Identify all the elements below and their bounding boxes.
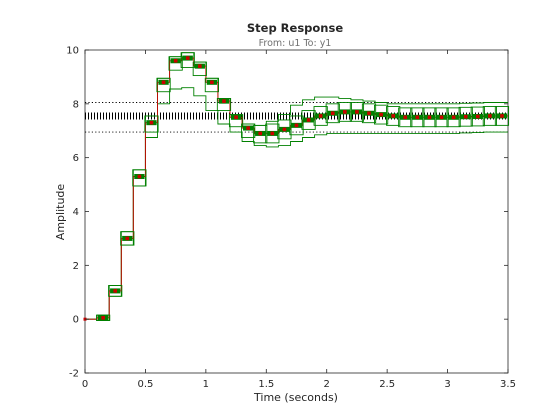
nominal-data-point	[439, 115, 444, 120]
confidence-box	[410, 107, 425, 128]
x-tick-label: 0	[82, 379, 88, 390]
confidence-box	[313, 106, 328, 126]
nominal-data-point	[403, 115, 408, 120]
y-tick-label: 4	[73, 207, 79, 218]
nominal-data-point	[294, 123, 299, 128]
confidence-box	[398, 107, 413, 128]
x-tick-label: 2.5	[379, 379, 395, 390]
nominal-data-point	[125, 236, 130, 241]
steady-state-bounds	[85, 102, 508, 133]
nominal-data-point	[185, 56, 190, 60]
y-tick-label: 6	[73, 153, 79, 164]
nominal-data-point	[306, 118, 311, 122]
nominal-data-point	[210, 80, 214, 85]
nominal-data-point	[379, 112, 383, 117]
nominal-data-point	[475, 114, 480, 119]
confidence-box	[228, 114, 244, 128]
confidence-box	[180, 52, 195, 68]
chart-title: Step Response	[247, 21, 343, 35]
nominal-data-point	[427, 115, 432, 120]
chart-subtitle: From: u1 To: y1	[259, 38, 332, 49]
confidence-box	[422, 107, 437, 128]
nominal-data-point	[161, 80, 166, 85]
confidence-box	[434, 107, 449, 128]
confidence-box	[458, 106, 473, 127]
confidence-box	[446, 107, 461, 128]
y-axis-label: Amplitude	[54, 184, 67, 241]
confidence-box	[241, 123, 256, 138]
nominal-data-point	[234, 115, 238, 120]
plot-area	[84, 49, 509, 374]
confidence-box	[337, 102, 352, 122]
nominal-data-point	[149, 120, 154, 125]
confidence-box	[204, 77, 219, 93]
nominal-data-point	[318, 114, 323, 118]
nominal-data-point	[391, 114, 395, 118]
nominal-data-point	[101, 316, 105, 320]
y-tick-label: -2	[69, 369, 79, 380]
y-tick-label: 2	[73, 261, 79, 272]
nominal-data-point	[463, 114, 468, 119]
nominal-data-point	[222, 99, 226, 103]
nominal-data-point	[343, 110, 347, 114]
nominal-data-point	[282, 127, 287, 132]
confidence-box	[494, 106, 510, 126]
x-tick-label: 3.5	[500, 379, 516, 390]
confidence-box	[144, 115, 159, 133]
confidence-box	[301, 110, 316, 130]
confidence-box	[156, 77, 171, 93]
nominal-data-point	[246, 126, 250, 130]
confidence-box	[361, 103, 377, 124]
confidence-box	[216, 97, 232, 112]
nominal-data-point	[488, 114, 492, 118]
nominal-data-point	[113, 289, 118, 293]
confidence-box	[386, 106, 401, 126]
nominal-data-point	[330, 111, 335, 116]
nominal-data-point	[415, 115, 420, 120]
confidence-markers	[83, 52, 510, 321]
nominal-data-point	[137, 174, 142, 179]
confidence-box	[168, 56, 183, 71]
confidence-box	[192, 61, 207, 77]
x-axis-label: Time (seconds)	[253, 391, 338, 404]
nominal-data-point	[355, 110, 359, 114]
nominal-data-point	[198, 64, 202, 68]
confidence-box	[265, 123, 280, 144]
confidence-box	[349, 102, 365, 122]
y-tick-label: 10	[66, 46, 79, 57]
confidence-box	[108, 285, 123, 297]
confidence-box	[120, 231, 135, 246]
x-tick-label: 1	[203, 379, 209, 390]
x-tick-label: 3	[444, 379, 450, 390]
confidence-box	[289, 115, 304, 136]
y-tick-label: 8	[73, 99, 79, 110]
nominal-data-point	[173, 58, 178, 63]
confidence-box	[132, 169, 147, 187]
x-tick-label: 0.5	[137, 379, 153, 390]
nominal-data-point	[258, 131, 263, 136]
confidence-box	[482, 106, 497, 126]
nominal-data-point	[500, 114, 504, 118]
x-tick-label: 1.5	[258, 379, 274, 390]
confidence-box	[374, 104, 389, 125]
x-tick-label: 2	[324, 379, 330, 390]
confidence-box	[253, 124, 268, 144]
confidence-box	[325, 103, 340, 124]
nominal-data-point	[367, 111, 371, 116]
nominal-data-point	[451, 115, 456, 120]
confidence-box	[96, 314, 111, 321]
nominal-data-point	[270, 131, 275, 136]
y-tick-label: 0	[73, 315, 79, 326]
confidence-box	[470, 106, 485, 127]
confidence-box	[277, 119, 292, 140]
